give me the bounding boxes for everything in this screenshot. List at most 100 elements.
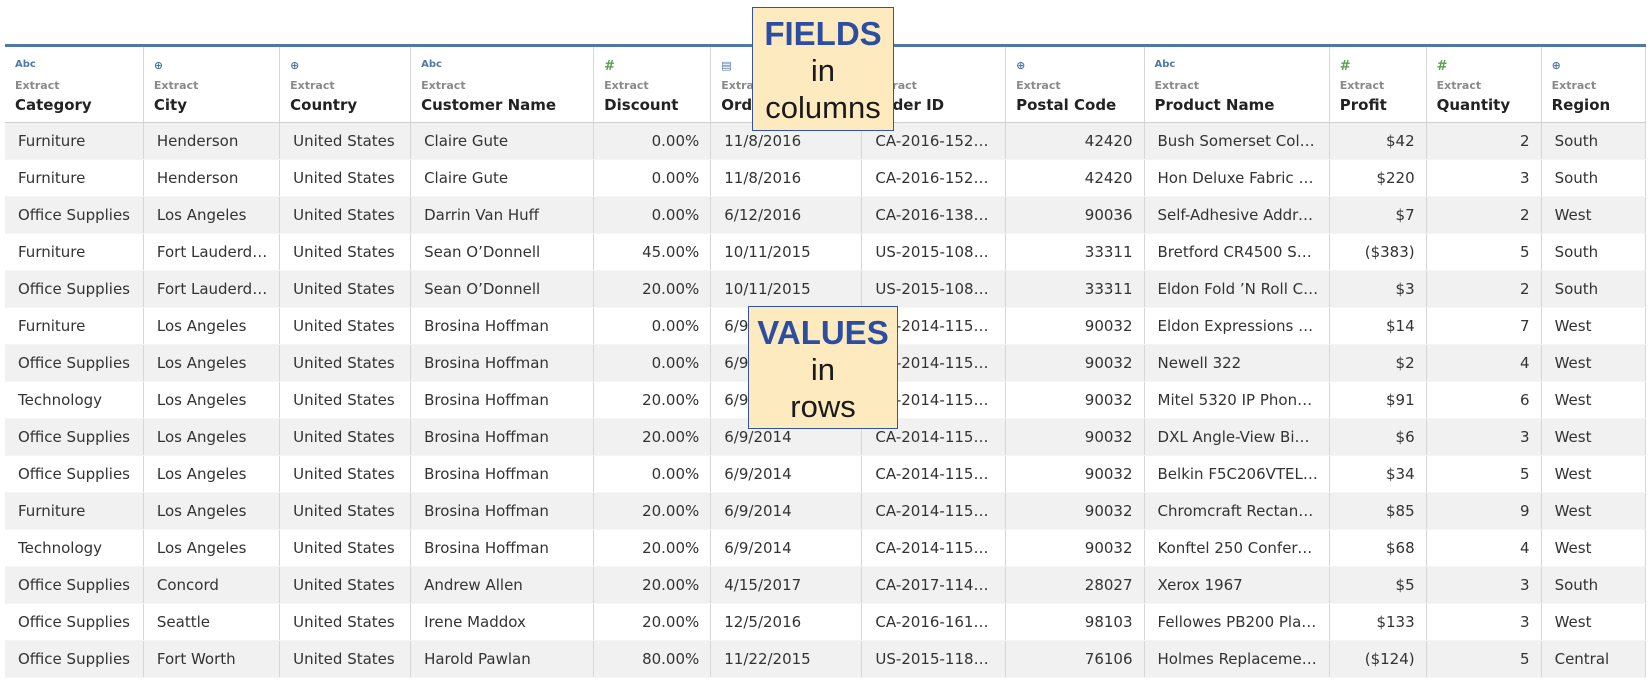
cell-category[interactable]: Furniture [5,122,144,160]
cell-postal-code[interactable]: 90032 [1005,455,1145,493]
cell-category[interactable]: Office Supplies [5,455,144,493]
cell-country[interactable]: United States [279,492,412,530]
table-row[interactable]: Office Supplies Los Angeles United States D… [5,196,1646,234]
cell-customer-name[interactable]: Sean O’Donnell [410,270,595,308]
cell-city[interactable]: Henderson [143,122,281,160]
cell-product-name[interactable]: Chromcraft Rectang... [1144,492,1330,530]
cell-profit[interactable]: $14 [1329,307,1427,345]
cell-customer-name[interactable]: Brosina Hoffman [410,344,595,382]
cell-category[interactable]: Office Supplies [5,344,144,382]
cell-category[interactable]: Furniture [5,233,144,271]
cell-order-date[interactable]: 11/8/2016 [710,159,863,197]
cell-postal-code[interactable]: 42420 [1005,122,1145,160]
cell-discount[interactable]: 20.00% [593,492,712,530]
cell-customer-name[interactable]: Claire Gute [410,159,595,197]
table-row[interactable]: Furniture Fort Lauderdale United States Sea… [5,233,1646,271]
table-row[interactable]: Office Supplies Seattle United States Irene… [5,603,1646,641]
cell-product-name[interactable]: Bush Somerset Colle... [1144,122,1330,160]
cell-postal-code[interactable]: 90032 [1005,492,1145,530]
cell-discount[interactable]: 20.00% [593,270,712,308]
column-header-discount[interactable]: # Extract Discount [593,47,712,123]
cell-country[interactable]: United States [279,159,412,197]
cell-city[interactable]: Los Angeles [143,529,281,567]
cell-customer-name[interactable]: Brosina Hoffman [410,529,595,567]
cell-category[interactable]: Office Supplies [5,566,144,604]
column-header-postal-code[interactable]: ⊕ Extract Postal Code [1005,47,1145,123]
cell-discount[interactable]: 20.00% [593,529,712,567]
cell-product-name[interactable]: Newell 322 [1144,344,1330,382]
cell-product-name[interactable]: Eldon Expressions W... [1144,307,1330,345]
cell-customer-name[interactable]: Claire Gute [410,122,595,160]
cell-region[interactable]: South [1541,233,1646,271]
cell-region[interactable]: South [1541,566,1646,604]
cell-order-date[interactable]: 6/9/2014 [710,529,863,567]
cell-category[interactable]: Office Supplies [5,603,144,641]
table-row[interactable]: Office Supplies Los Angeles United States B… [5,455,1646,493]
column-header-category[interactable]: Abc Extract Category [5,47,144,123]
cell-category[interactable]: Office Supplies [5,270,144,308]
cell-country[interactable]: United States [279,603,412,641]
cell-city[interactable]: Los Angeles [143,381,281,419]
cell-profit[interactable]: $220 [1329,159,1427,197]
cell-quantity[interactable]: 3 [1426,566,1542,604]
cell-customer-name[interactable]: Brosina Hoffman [410,455,595,493]
cell-quantity[interactable]: 2 [1426,196,1542,234]
table-row[interactable]: Office Supplies Fort Worth United States Ha… [5,640,1646,678]
cell-region[interactable]: South [1541,122,1646,160]
cell-category[interactable]: Furniture [5,159,144,197]
cell-city[interactable]: Los Angeles [143,418,281,456]
cell-order-date[interactable]: 11/22/2015 [710,640,863,678]
cell-category[interactable]: Office Supplies [5,418,144,456]
cell-product-name[interactable]: Mitel 5320 IP Phone ... [1144,381,1330,419]
cell-region[interactable]: South [1541,270,1646,308]
cell-discount[interactable]: 0.00% [593,307,712,345]
cell-discount[interactable]: 0.00% [593,196,712,234]
cell-region[interactable]: South [1541,159,1646,197]
cell-postal-code[interactable]: 90032 [1005,529,1145,567]
cell-postal-code[interactable]: 90032 [1005,381,1145,419]
cell-order-date[interactable]: 6/9/2014 [710,455,863,493]
cell-profit[interactable]: ($124) [1329,640,1427,678]
cell-product-name[interactable]: Konftel 250 Conferen... [1144,529,1330,567]
column-header-product-name[interactable]: Abc Extract Product Name [1144,47,1330,123]
cell-order-date[interactable]: 12/5/2016 [710,603,863,641]
cell-product-name[interactable]: Belkin F5C206VTEL 6... [1144,455,1330,493]
cell-city[interactable]: Fort Lauderdale [143,233,281,271]
cell-region[interactable]: West [1541,418,1646,456]
cell-country[interactable]: United States [279,196,412,234]
cell-country[interactable]: United States [279,418,412,456]
cell-city[interactable]: Fort Lauderdale [143,270,281,308]
cell-quantity[interactable]: 3 [1426,159,1542,197]
cell-profit[interactable]: $2 [1329,344,1427,382]
cell-product-name[interactable]: Bretford CR4500 Ser... [1144,233,1330,271]
cell-category[interactable]: Furniture [5,492,144,530]
cell-country[interactable]: United States [279,344,412,382]
cell-order-id[interactable]: CA-2014-115812 [861,455,1007,493]
cell-postal-code[interactable]: 33311 [1005,270,1145,308]
cell-order-id[interactable]: CA-2017-114412 [861,566,1007,604]
cell-region[interactable]: West [1541,344,1646,382]
cell-city[interactable]: Los Angeles [143,344,281,382]
cell-postal-code[interactable]: 90032 [1005,307,1145,345]
cell-category[interactable]: Furniture [5,307,144,345]
cell-customer-name[interactable]: Brosina Hoffman [410,307,595,345]
cell-discount[interactable]: 20.00% [593,603,712,641]
cell-postal-code[interactable]: 33311 [1005,233,1145,271]
column-header-quantity[interactable]: # Extract Quantity [1426,47,1542,123]
cell-quantity[interactable]: 2 [1426,270,1542,308]
cell-quantity[interactable]: 3 [1426,418,1542,456]
column-header-customer-name[interactable]: Abc Extract Customer Name [410,47,595,123]
column-header-country[interactable]: ⊕ Extract Country [279,47,412,123]
cell-order-date[interactable]: 6/12/2016 [710,196,863,234]
cell-order-id[interactable]: US-2015-108966 [861,270,1007,308]
cell-customer-name[interactable]: Brosina Hoffman [410,418,595,456]
cell-profit[interactable]: $5 [1329,566,1427,604]
cell-quantity[interactable]: 5 [1426,233,1542,271]
cell-discount[interactable]: 0.00% [593,344,712,382]
cell-profit[interactable]: $68 [1329,529,1427,567]
cell-profit[interactable]: $3 [1329,270,1427,308]
cell-product-name[interactable]: DXL Angle-View Bind... [1144,418,1330,456]
table-row[interactable]: Technology Los Angeles United States Brosin… [5,381,1646,419]
cell-discount[interactable]: 0.00% [593,122,712,160]
cell-city[interactable]: Los Angeles [143,196,281,234]
